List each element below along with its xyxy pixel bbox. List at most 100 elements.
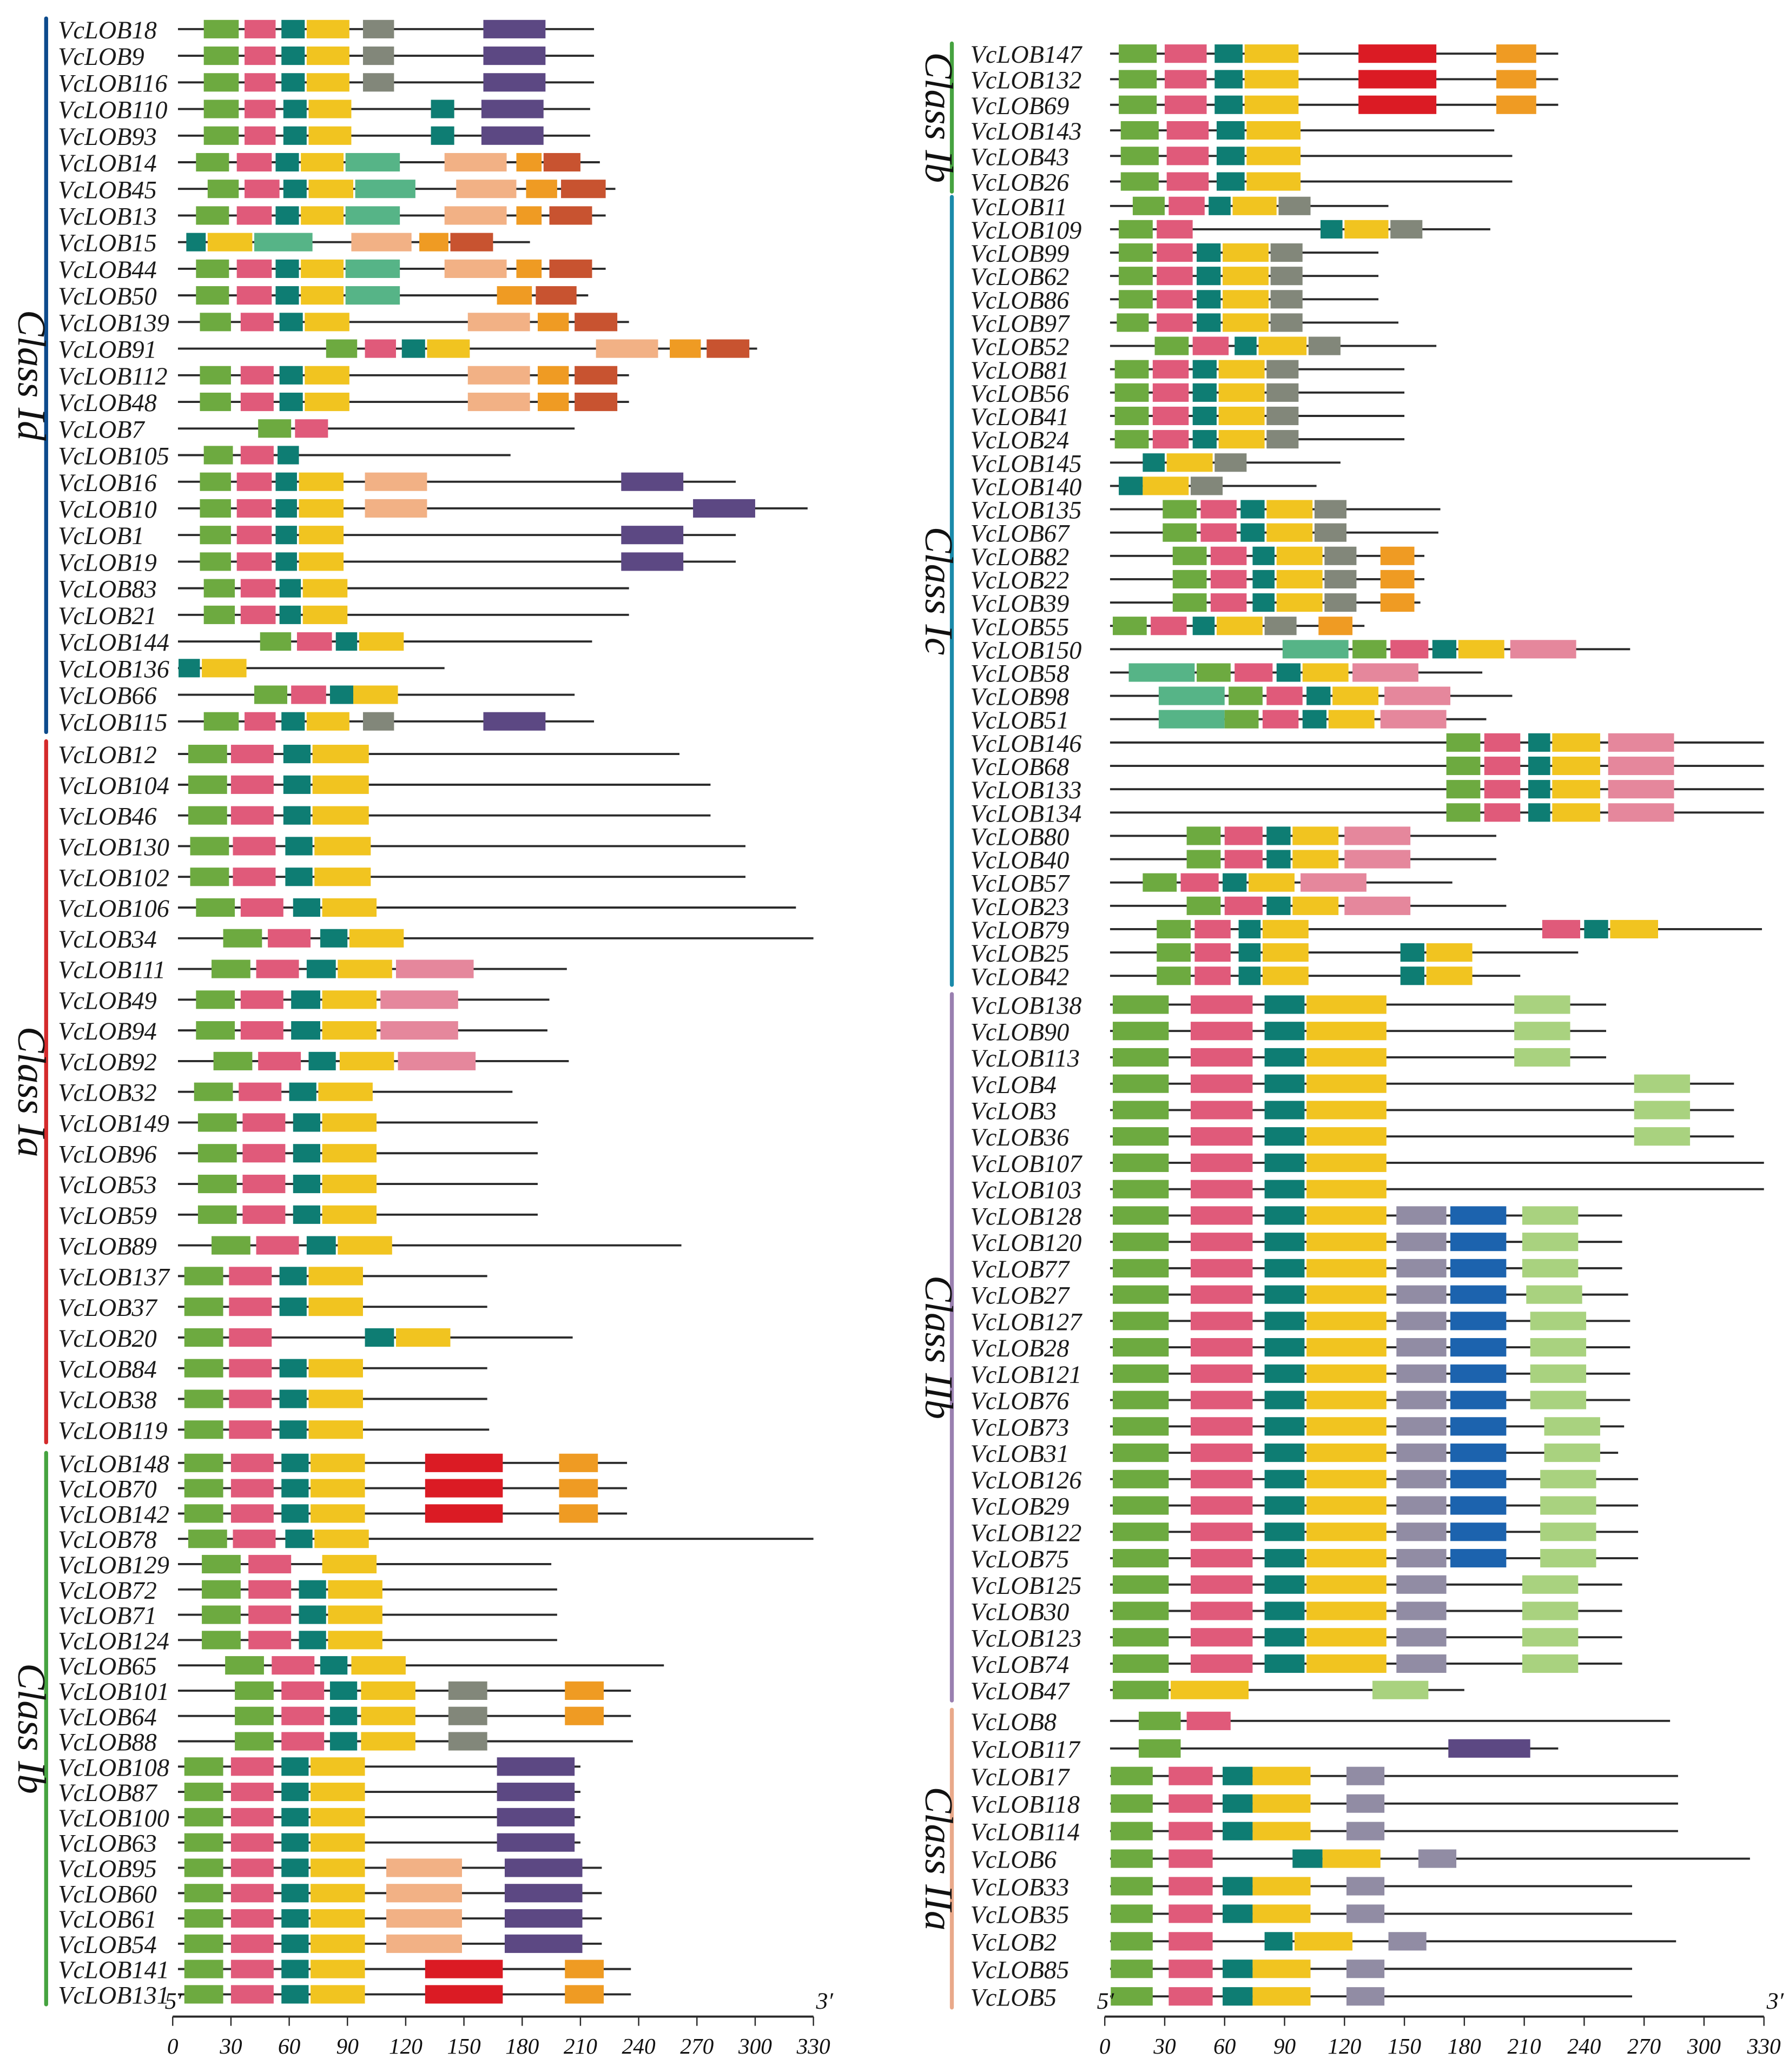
gene-row: VcLOB60 (58, 1881, 602, 1908)
gene-row: VcLOB84 (58, 1356, 487, 1383)
motif-box-m2 (230, 1453, 274, 1472)
motif-box-m3 (1264, 1364, 1305, 1383)
right-panel: VcLOB147VcLOB132VcLOB69VcLOB143VcLOB43Vc… (917, 41, 1785, 2058)
motif-box-m2 (1190, 1048, 1253, 1067)
gene-row: VcLOB8 (971, 1709, 1671, 1736)
motif-box-m2 (230, 1504, 274, 1523)
motif-box-m1 (1112, 1548, 1169, 1568)
gene-row: VcLOB71 (58, 1603, 557, 1630)
gene-row: VcLOB12 (58, 742, 679, 769)
motif-box-m4 (1166, 453, 1213, 472)
gene-label: VcLOB43 (971, 143, 1070, 171)
motif-box-m1 (1172, 570, 1207, 588)
motif-box-m1 (196, 990, 235, 1009)
motif-box-m6 (481, 100, 544, 118)
motif-box-m13 (1346, 1904, 1385, 1923)
motif-box-m2 (1542, 919, 1580, 939)
motif-box-m1 (1112, 1233, 1169, 1252)
motif-box-m15 (1634, 1101, 1691, 1120)
motif-box-m15 (1514, 1048, 1570, 1067)
motif-box-m3 (1252, 546, 1275, 565)
motif-box-m10 (549, 206, 592, 225)
motif-box-m4 (1552, 733, 1600, 752)
motif-box-m9 (516, 206, 542, 225)
motif-box-m2 (245, 73, 276, 92)
motif-box-m6 (693, 499, 755, 518)
motif-box-m15 (1372, 1680, 1429, 1699)
motif-box-m1 (1112, 1680, 1169, 1699)
motif-box-m2 (1169, 1794, 1213, 1813)
motif-box-m1 (184, 1960, 223, 1978)
motif-box-m4 (1171, 1680, 1249, 1699)
motif-box-m3 (329, 1706, 358, 1725)
gene-row: VcLOB26 (971, 169, 1513, 197)
motif-box-m3 (186, 233, 206, 251)
motif-box-m4 (1276, 546, 1323, 565)
motif-box-m9 (1496, 44, 1536, 63)
motif-box-m3 (281, 712, 305, 731)
motif-box-m12 (1352, 663, 1418, 682)
motif-box-m14 (1450, 1285, 1507, 1304)
gene-label: VcLOB23 (971, 893, 1070, 921)
motif-box-m4 (322, 898, 377, 917)
motif-box-m4 (1306, 1285, 1387, 1304)
motif-box-m3 (1264, 1127, 1305, 1146)
motif-box-m4 (312, 775, 369, 794)
class-group: VcLOB18VcLOB9VcLOB116VcLOB110VcLOB93VcLO… (10, 16, 808, 737)
motif-box-m2 (1190, 995, 1253, 1014)
motif-box-m1 (1111, 1960, 1153, 1978)
gene-row: VcLOB61 (58, 1906, 602, 1934)
gene-row: VcLOB80 (971, 823, 1496, 851)
gene-label: VcLOB94 (58, 1018, 157, 1045)
motif-box-m2 (1190, 1285, 1253, 1304)
motif-box-m3 (1235, 336, 1257, 355)
tick-label: 210 (1508, 2034, 1541, 2058)
gene-label: VcLOB42 (971, 963, 1070, 991)
motif-box-m13 (1396, 1338, 1447, 1357)
gene-row: VcLOB37 (58, 1294, 487, 1322)
motif-box-m1 (184, 1359, 223, 1378)
motif-box-m5 (1266, 406, 1299, 426)
motif-box-m4 (1306, 1522, 1387, 1541)
gene-row: VcLOB115 (58, 709, 595, 737)
motif-box-m3 (1238, 967, 1261, 985)
gene-label: VcLOB113 (971, 1045, 1080, 1073)
motif-box-m2 (230, 775, 274, 794)
motif-box-m3 (275, 206, 299, 225)
motif-box-m2 (1190, 1127, 1253, 1146)
motif-box-m15 (1540, 1496, 1596, 1515)
motif-box-m1 (1352, 640, 1387, 659)
gene-label: VcLOB8 (971, 1709, 1057, 1736)
motif-box-m2 (256, 1236, 299, 1255)
gene-label: VcLOB14 (58, 150, 157, 177)
gene-row: VcLOB16 (58, 469, 736, 497)
motif-box-m4 (1328, 710, 1375, 729)
gene-label: VcLOB13 (58, 203, 157, 231)
motif-box-m4 (1218, 383, 1265, 402)
gene-label: VcLOB100 (58, 1805, 169, 1832)
motif-box-m2 (1190, 1496, 1253, 1515)
motif-box-m2 (1484, 803, 1521, 822)
motif-box-m5 (1314, 523, 1346, 542)
motif-box-m1 (1172, 593, 1207, 612)
gene-row: VcLOB19 (58, 549, 736, 577)
motif-box-m4 (1458, 640, 1504, 659)
motif-box-m2 (229, 1298, 272, 1316)
gene-row: VcLOB35 (971, 1901, 1632, 1929)
motif-box-m3 (281, 1453, 309, 1472)
motif-box-m2 (1190, 1074, 1253, 1093)
gene-row: VcLOB85 (971, 1956, 1632, 1984)
gene-row: VcLOB34 (58, 926, 814, 954)
motif-box-m4 (361, 1706, 415, 1725)
motif-box-m4 (1246, 172, 1301, 191)
tick-label: 330 (1747, 2034, 1781, 2058)
gene-row: VcLOB45 (58, 176, 616, 204)
motif-box-m1 (184, 1504, 223, 1523)
motif-box-m1 (202, 1580, 241, 1599)
motif-box-m1 (258, 419, 292, 438)
motif-box-m6 (481, 126, 544, 145)
motif-box-m3 (1264, 1206, 1305, 1225)
gene-label: VcLOB47 (971, 1678, 1070, 1705)
motif-box-m12 (398, 1051, 476, 1070)
motif-box-m1 (184, 1453, 223, 1472)
